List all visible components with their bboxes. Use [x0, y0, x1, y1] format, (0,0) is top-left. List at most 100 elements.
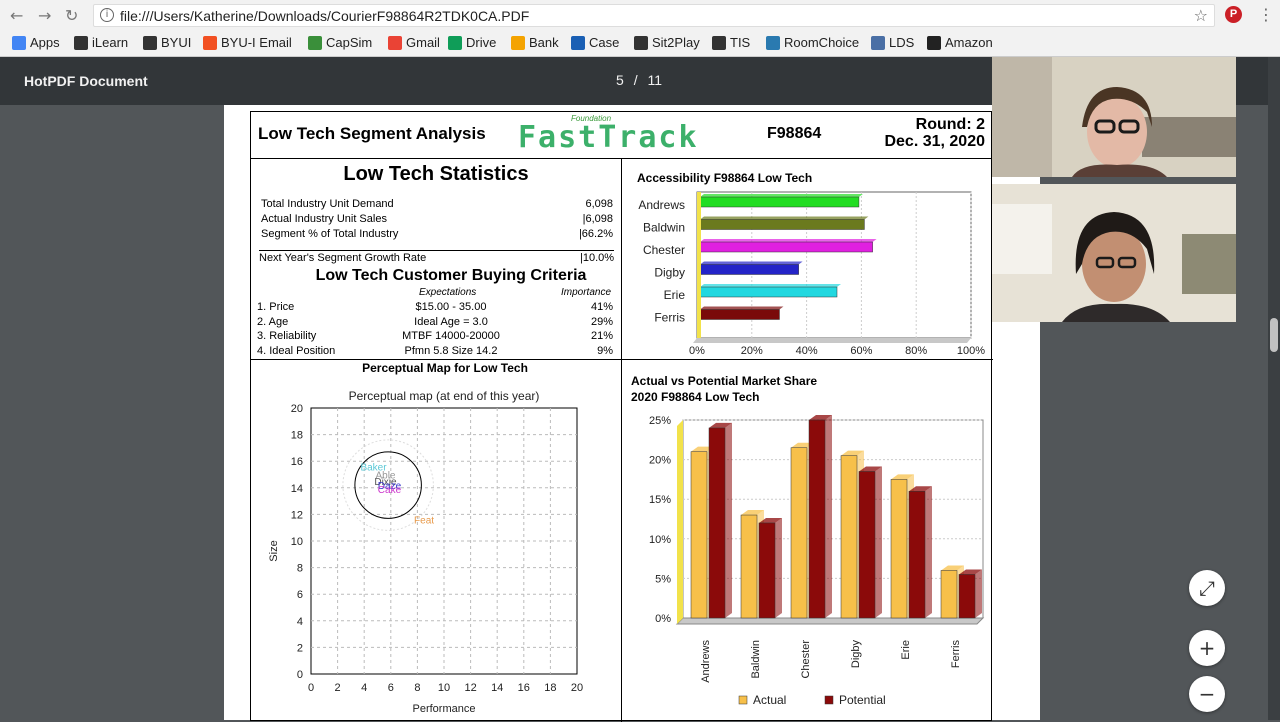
bookmark-capsim[interactable]: CapSim — [308, 35, 372, 50]
x-tick-label: 100% — [957, 345, 985, 357]
criteria-expectation: $15.00 - 35.00 — [415, 301, 487, 313]
legend-label: Actual — [753, 693, 786, 707]
bookmark-drive[interactable]: Drive — [448, 35, 496, 50]
byu-icon — [712, 35, 726, 50]
zoom-in-button[interactable]: + — [1189, 630, 1225, 666]
market-share-title-line2: 2020 F98864 Low Tech — [631, 390, 760, 404]
menu-icon[interactable]: ⋮ — [1258, 5, 1274, 24]
growth-value: |10.0% — [580, 252, 615, 264]
bookmark-label: Case — [589, 35, 620, 50]
product-label: Able — [375, 470, 395, 481]
x-tick-label: 18 — [544, 682, 556, 694]
category-label: Chester — [800, 640, 812, 679]
scrollbar-thumb[interactable] — [1270, 318, 1278, 352]
bookmark-apps[interactable]: Apps — [12, 35, 60, 50]
bar-actual-chester — [790, 447, 808, 619]
fit-page-button[interactable]: ⤢ — [1189, 570, 1225, 606]
bar-top — [700, 284, 841, 287]
category-label: Ferris — [654, 311, 685, 325]
capsim-icon — [308, 35, 322, 50]
bar-side — [775, 517, 782, 618]
accessibility-chart: 0% 20% 40% 60% 80% 100% Andrews Baldwin Chester D… — [638, 191, 985, 357]
bookmark-label: BYUI — [161, 35, 192, 50]
play-icon — [634, 35, 648, 50]
category-label: Digby — [850, 640, 862, 669]
bookmark-byu-i-email[interactable]: BYU-I Email — [203, 35, 292, 50]
stat-value: 6,098 — [585, 198, 613, 210]
y-tick-label: 5% — [655, 573, 671, 585]
bar-top — [700, 194, 863, 197]
zoom-out-button[interactable]: − — [1189, 676, 1225, 712]
y-tick-label: 20% — [649, 455, 671, 467]
bookmark-amazon[interactable]: Amazon — [927, 35, 993, 50]
x-tick-label: 60% — [850, 345, 872, 357]
report-date: Dec. 31, 2020 — [884, 133, 985, 150]
y-tick-label: 2 — [297, 642, 303, 654]
bar-actual-andrews — [690, 451, 708, 619]
address-url[interactable]: file:///Users/Katherine/Downloads/Courie… — [120, 8, 530, 24]
bank-icon — [511, 35, 525, 50]
category-label: Andrews — [700, 640, 712, 683]
plot-floor — [675, 617, 985, 625]
page-current[interactable]: 5 — [616, 72, 624, 88]
bookmark-roomchoice[interactable]: RoomChoice — [766, 35, 859, 50]
participant-1-image — [992, 57, 1236, 177]
bookmark-sit2play[interactable]: Sit2Play — [634, 35, 700, 50]
bar-top — [959, 569, 982, 575]
apps-grid-icon — [12, 35, 26, 50]
bar-top — [700, 261, 803, 265]
category-label: Andrews — [638, 198, 685, 212]
criteria-importance: 21% — [590, 330, 613, 342]
bookmark-ilearn[interactable]: iLearn — [74, 35, 128, 50]
bookmark-tis[interactable]: TIS — [712, 35, 750, 50]
criteria-title: Low Tech Customer Buying Criteria — [315, 267, 587, 284]
bookmark-case[interactable]: Case — [571, 35, 619, 50]
bar-top — [700, 306, 784, 310]
stat-value: |6,098 — [582, 213, 613, 225]
address-bar[interactable]: i file:///Users/Katherine/Downloads/Cour… — [93, 4, 1215, 27]
scrollbar-track[interactable] — [1268, 57, 1280, 720]
pinterest-icon[interactable]: P — [1225, 6, 1242, 23]
bookmark-gmail[interactable]: Gmail — [388, 35, 440, 50]
byu-icon — [74, 35, 88, 50]
x-tick-label: 40% — [796, 345, 818, 357]
info-icon[interactable]: i — [100, 8, 114, 22]
bar-baldwin — [699, 219, 865, 230]
y-tick-label: 18 — [291, 430, 303, 442]
stat-label: Segment % of Total Industry — [261, 228, 399, 240]
bookmark-star-icon[interactable]: ☆ — [1193, 6, 1208, 25]
y-tick-label: 4 — [297, 616, 303, 628]
bookmark-bank[interactable]: Bank — [511, 35, 559, 50]
checkbox-icon — [766, 35, 780, 50]
video-participant-1 — [992, 57, 1236, 177]
bookmark-byui[interactable]: BYUI — [143, 35, 191, 50]
back-arrow-icon[interactable]: ← — [10, 6, 24, 25]
stats-title: Low Tech Statistics — [343, 163, 529, 185]
y-tick-label: 0 — [297, 669, 303, 681]
criteria-label: 4. Ideal Position — [257, 344, 336, 357]
criteria-importance: 41% — [590, 301, 613, 313]
bar-top — [700, 239, 877, 242]
fasttrack-logo: FastTrack — [518, 120, 699, 155]
y-axis-label: Size — [268, 540, 280, 561]
bookmark-label: RoomChoice — [784, 35, 860, 50]
bookmark-label: Bank — [529, 35, 559, 50]
bar-chester — [699, 241, 873, 253]
y-tick-label: 6 — [297, 589, 303, 601]
amazon-icon — [927, 35, 941, 50]
bookmark-label: Gmail — [406, 35, 440, 50]
bookmark-lds[interactable]: LDS — [871, 35, 914, 50]
x-tick-label: 2 — [335, 682, 341, 694]
reload-icon[interactable]: ↻ — [65, 6, 79, 25]
bar-potential-baldwin — [758, 522, 776, 619]
bar-digby — [699, 264, 799, 275]
y-tick-label: 16 — [291, 456, 303, 468]
y-tick-label: 25% — [649, 415, 671, 427]
report-round: Round: 2 Dec. 31, 2020 — [851, 116, 985, 150]
growth-rule — [259, 250, 614, 251]
bar-top — [791, 442, 814, 448]
bar-actual-ferris — [940, 570, 958, 619]
perceptual-subtitle: Perceptual map (at end of this year) — [349, 389, 540, 403]
x-tick-label: 20% — [741, 345, 763, 357]
forward-arrow-icon[interactable]: → — [38, 6, 52, 25]
